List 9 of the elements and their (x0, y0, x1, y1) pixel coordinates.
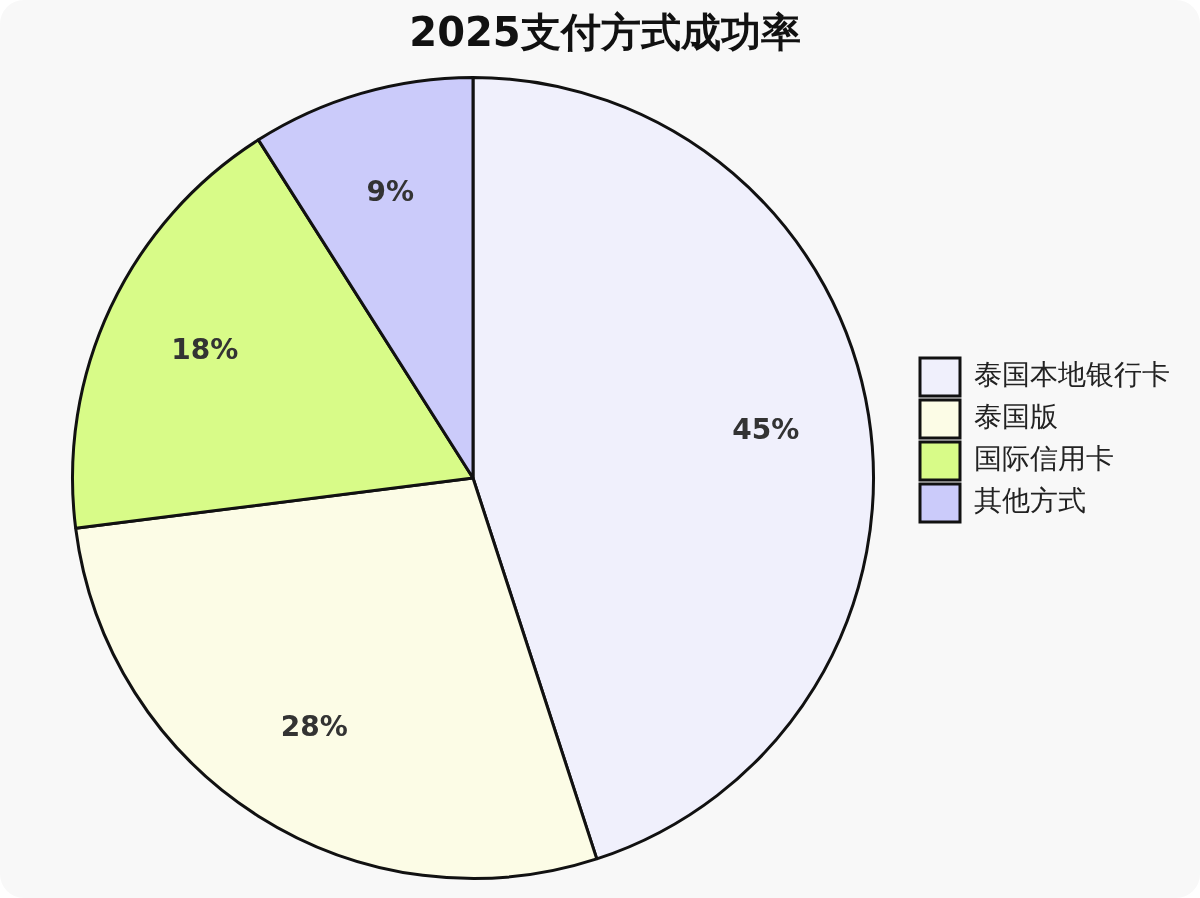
data-label: 9% (366, 174, 415, 208)
data-label: 45% (732, 412, 800, 446)
legend-label: 国际信用卡 (974, 442, 1114, 476)
legend-label: 泰国版 (974, 400, 1058, 434)
data-label: 28% (280, 709, 348, 743)
legend-label: 泰国本地银行卡 (974, 358, 1170, 392)
data-label: 18% (171, 333, 239, 367)
legend-label: 其他方式 (974, 484, 1086, 518)
chart-title: 2025支付方式成功率 (409, 9, 801, 56)
